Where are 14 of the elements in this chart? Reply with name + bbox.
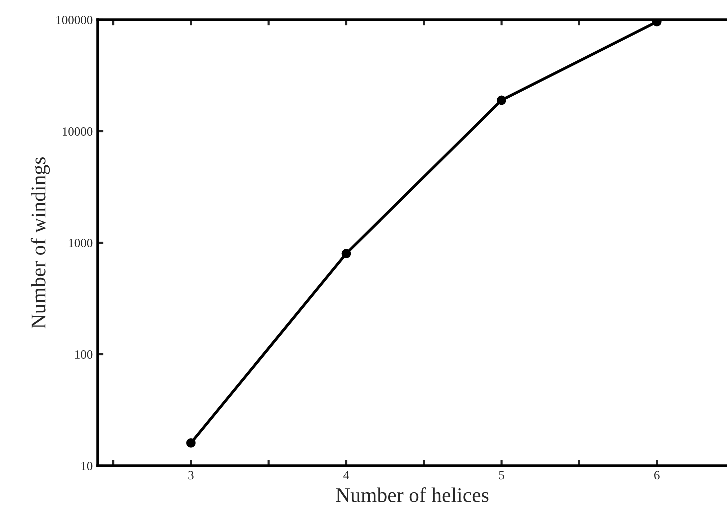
x-tick-label: 3: [188, 471, 194, 480]
x-tick-label: 4: [344, 471, 350, 480]
point: [342, 249, 352, 258]
y-tick-label: 100: [75, 350, 93, 359]
y-tick-label: 10000: [62, 128, 93, 136]
point: [186, 438, 196, 448]
x-tick-label: 5: [499, 471, 504, 480]
x-axis-title: Number of helices: [336, 488, 489, 502]
y-tick-label: 100000: [56, 16, 93, 24]
x-tick-label: 6: [654, 471, 660, 480]
y-axis-title: Number of windings: [30, 158, 50, 329]
point: [497, 96, 506, 106]
y-tick-label: 1000: [69, 239, 93, 248]
y-tick-label: 10: [82, 462, 93, 470]
